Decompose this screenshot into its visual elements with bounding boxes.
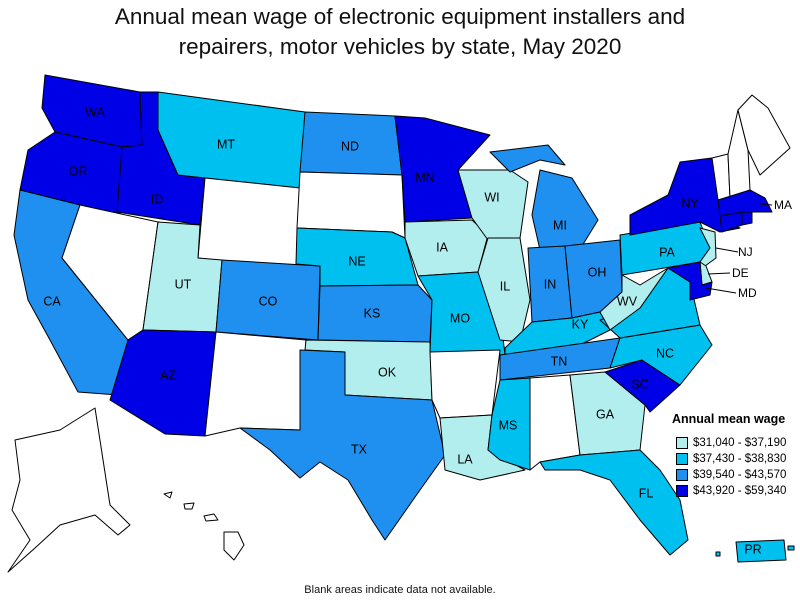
state-label-TX: TX — [351, 442, 368, 456]
state-label-KS: KS — [364, 306, 381, 320]
legend-swatch — [676, 437, 688, 449]
state-label-IN: IN — [544, 277, 557, 291]
legend-item: $43,920 - $59,340 — [672, 483, 797, 499]
state-label-MT: MT — [217, 137, 235, 151]
state-label-MS: MS — [499, 418, 518, 432]
state-FL[interactable] — [539, 449, 689, 556]
state-label-FL: FL — [639, 486, 654, 500]
state-GA[interactable] — [569, 371, 646, 456]
state-label-MO: MO — [450, 311, 470, 325]
state-label-LA: LA — [457, 452, 473, 466]
state-label-WI: WI — [484, 190, 499, 204]
state-label-SC: SC — [631, 377, 648, 391]
state-label-OK: OK — [378, 365, 397, 379]
state-label-IL: IL — [500, 279, 510, 293]
state-label-IA: IA — [436, 240, 448, 254]
legend-item: $31,040 - $37,190 — [672, 435, 797, 451]
state-TX[interactable] — [239, 349, 446, 541]
legend-label: $37,430 - $38,830 — [693, 453, 787, 465]
legend-label: $31,040 - $37,190 — [693, 437, 787, 449]
footnote: Blank areas indicate data not available. — [304, 584, 496, 596]
state-label-WA: WA — [85, 105, 105, 119]
map-title-line-1: Annual mean wage of electronic equipment… — [114, 4, 686, 29]
legend-label: $43,920 - $59,340 — [693, 485, 787, 497]
state-WV[interactable] — [599, 267, 669, 331]
legend-swatch — [676, 485, 688, 497]
leader-lines — [705, 203, 773, 294]
state-label-NY: NY — [681, 196, 699, 210]
legend-swatch — [676, 469, 688, 481]
state-label-PR: PR — [744, 542, 761, 556]
state-PR[interactable] — [715, 539, 795, 563]
state-label-NC: NC — [656, 346, 674, 360]
state-label-MN: MN — [415, 170, 434, 184]
legend-title: Annual mean wage — [672, 412, 786, 426]
state-label-CO: CO — [259, 294, 278, 308]
map-legend: Annual mean wage $31,040 - $37,190 $37,4… — [672, 412, 797, 499]
state-ME[interactable] — [737, 94, 791, 176]
state-label-MI: MI — [553, 218, 567, 232]
state-label-WV: WV — [617, 294, 638, 308]
legend-label: $39,540 - $43,570 — [693, 469, 787, 481]
state-NH[interactable] — [727, 109, 751, 199]
state-label-MD: MD — [738, 286, 757, 300]
state-CT[interactable] — [719, 211, 743, 233]
legend-item: $37,430 - $38,830 — [672, 451, 797, 467]
state-label-NE: NE — [348, 254, 365, 268]
legend-item: $39,540 - $43,570 — [672, 467, 797, 483]
state-HI[interactable] — [163, 491, 245, 561]
state-AZ[interactable] — [109, 329, 217, 437]
state-label-UT: UT — [175, 277, 192, 291]
state-NM[interactable] — [204, 331, 307, 437]
state-WY[interactable] — [197, 177, 301, 269]
state-SD[interactable] — [296, 171, 406, 239]
state-label-AZ: AZ — [160, 368, 176, 382]
state-label-OR: OR — [69, 164, 88, 178]
state-label-CA: CA — [43, 294, 61, 308]
map-title-line-2: repairers, motor vehicles by state, May … — [178, 34, 622, 59]
state-labels: WA OR ID MT ND MN WI MI NY MA CA UT CO N… — [43, 105, 792, 556]
state-label-NJ: NJ — [738, 245, 753, 259]
state-AR[interactable] — [429, 349, 501, 419]
state-RI[interactable] — [741, 211, 753, 226]
state-AK[interactable] — [7, 407, 131, 573]
state-label-TN: TN — [551, 354, 568, 368]
state-label-ND: ND — [341, 139, 359, 153]
state-label-ID: ID — [151, 192, 164, 206]
legend-swatch — [676, 453, 688, 465]
state-label-PA: PA — [659, 245, 675, 259]
state-label-KY: KY — [572, 317, 589, 331]
state-label-DE: DE — [732, 266, 749, 280]
map-title: Annual mean wage of electronic equipment… — [0, 2, 800, 62]
state-label-GA: GA — [596, 407, 615, 421]
state-label-OH: OH — [588, 265, 607, 279]
state-label-MA: MA — [774, 198, 792, 212]
